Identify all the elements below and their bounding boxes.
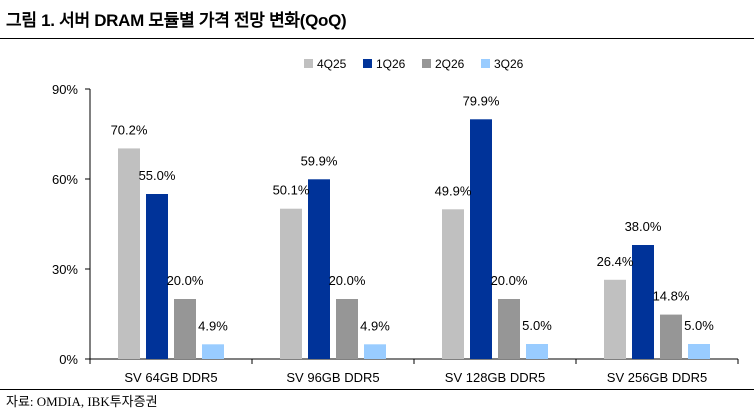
bar: [688, 344, 710, 359]
bar: [498, 299, 520, 359]
data-label: 49.9%: [435, 183, 472, 198]
figure-title: 그림 1. 서버 DRAM 모듈별 가격 전망 변화(QoQ): [6, 11, 347, 30]
bar: [146, 194, 168, 359]
bar: [118, 148, 140, 359]
bar: [632, 245, 654, 359]
source-note: 자료: OMDIA, IBK투자증권: [6, 394, 158, 409]
legend-swatch: [304, 59, 313, 68]
legend-label: 3Q26: [494, 57, 524, 71]
data-label: 59.9%: [301, 153, 338, 168]
y-tick-label: 90%: [52, 82, 78, 97]
bar: [442, 209, 464, 359]
legend-label: 2Q26: [435, 57, 465, 71]
data-label: 20.0%: [329, 273, 366, 288]
bar: [470, 119, 492, 359]
x-tick-label: SV 64GB DDR5: [124, 370, 217, 385]
x-tick-label: SV 256GB DDR5: [607, 370, 707, 385]
bar: [660, 314, 682, 359]
source-divider: [0, 389, 754, 390]
x-tick-label: SV 128GB DDR5: [445, 370, 545, 385]
bar: [202, 344, 224, 359]
data-labels: 70.2% 50.1% 49.9% 26.4% 55.0% 59.9% 79.9% 38.0%…: [111, 93, 715, 333]
title-divider: [0, 38, 754, 39]
data-label: 5.0%: [522, 318, 552, 333]
data-label: 79.9%: [463, 93, 500, 108]
x-axis: SV 64GB DDR5 SV 96GB DDR5 SV 128GB DDR5 SV …: [89, 358, 739, 385]
data-label: 4.9%: [360, 318, 390, 333]
legend-swatch: [363, 59, 372, 68]
data-label: 5.0%: [684, 318, 714, 333]
legend-label: 4Q25: [317, 57, 347, 71]
bar: [604, 279, 626, 359]
legend-swatch: [422, 59, 431, 68]
y-tick-label: 60%: [52, 172, 78, 187]
bar: [308, 179, 330, 359]
data-label: 20.0%: [491, 273, 528, 288]
y-tick-label: 0%: [59, 352, 78, 367]
data-label: 50.1%: [273, 183, 310, 198]
bar-chart: 0% 30% 60% 90% SV 64GB DDR5 SV 96GB DDR5 SV 1…: [52, 57, 739, 385]
y-axis: 0% 30% 60% 90%: [52, 82, 91, 367]
y-tick-label: 30%: [52, 262, 78, 277]
data-label: 14.8%: [653, 289, 690, 304]
data-label: 20.0%: [167, 273, 204, 288]
legend-label: 1Q26: [376, 57, 406, 71]
bar: [526, 344, 548, 359]
data-label: 38.0%: [625, 219, 662, 234]
legend: 4Q25 1Q26 2Q26 3Q26: [304, 57, 524, 71]
data-label: 55.0%: [139, 168, 176, 183]
data-label: 4.9%: [198, 318, 228, 333]
bar: [280, 208, 302, 359]
bar: [174, 299, 196, 359]
bar: [364, 344, 386, 359]
legend-swatch: [481, 59, 490, 68]
bar: [336, 299, 358, 359]
bars: [118, 119, 710, 359]
data-label: 26.4%: [597, 254, 634, 269]
x-tick-label: SV 96GB DDR5: [286, 370, 379, 385]
data-label: 70.2%: [111, 122, 148, 137]
